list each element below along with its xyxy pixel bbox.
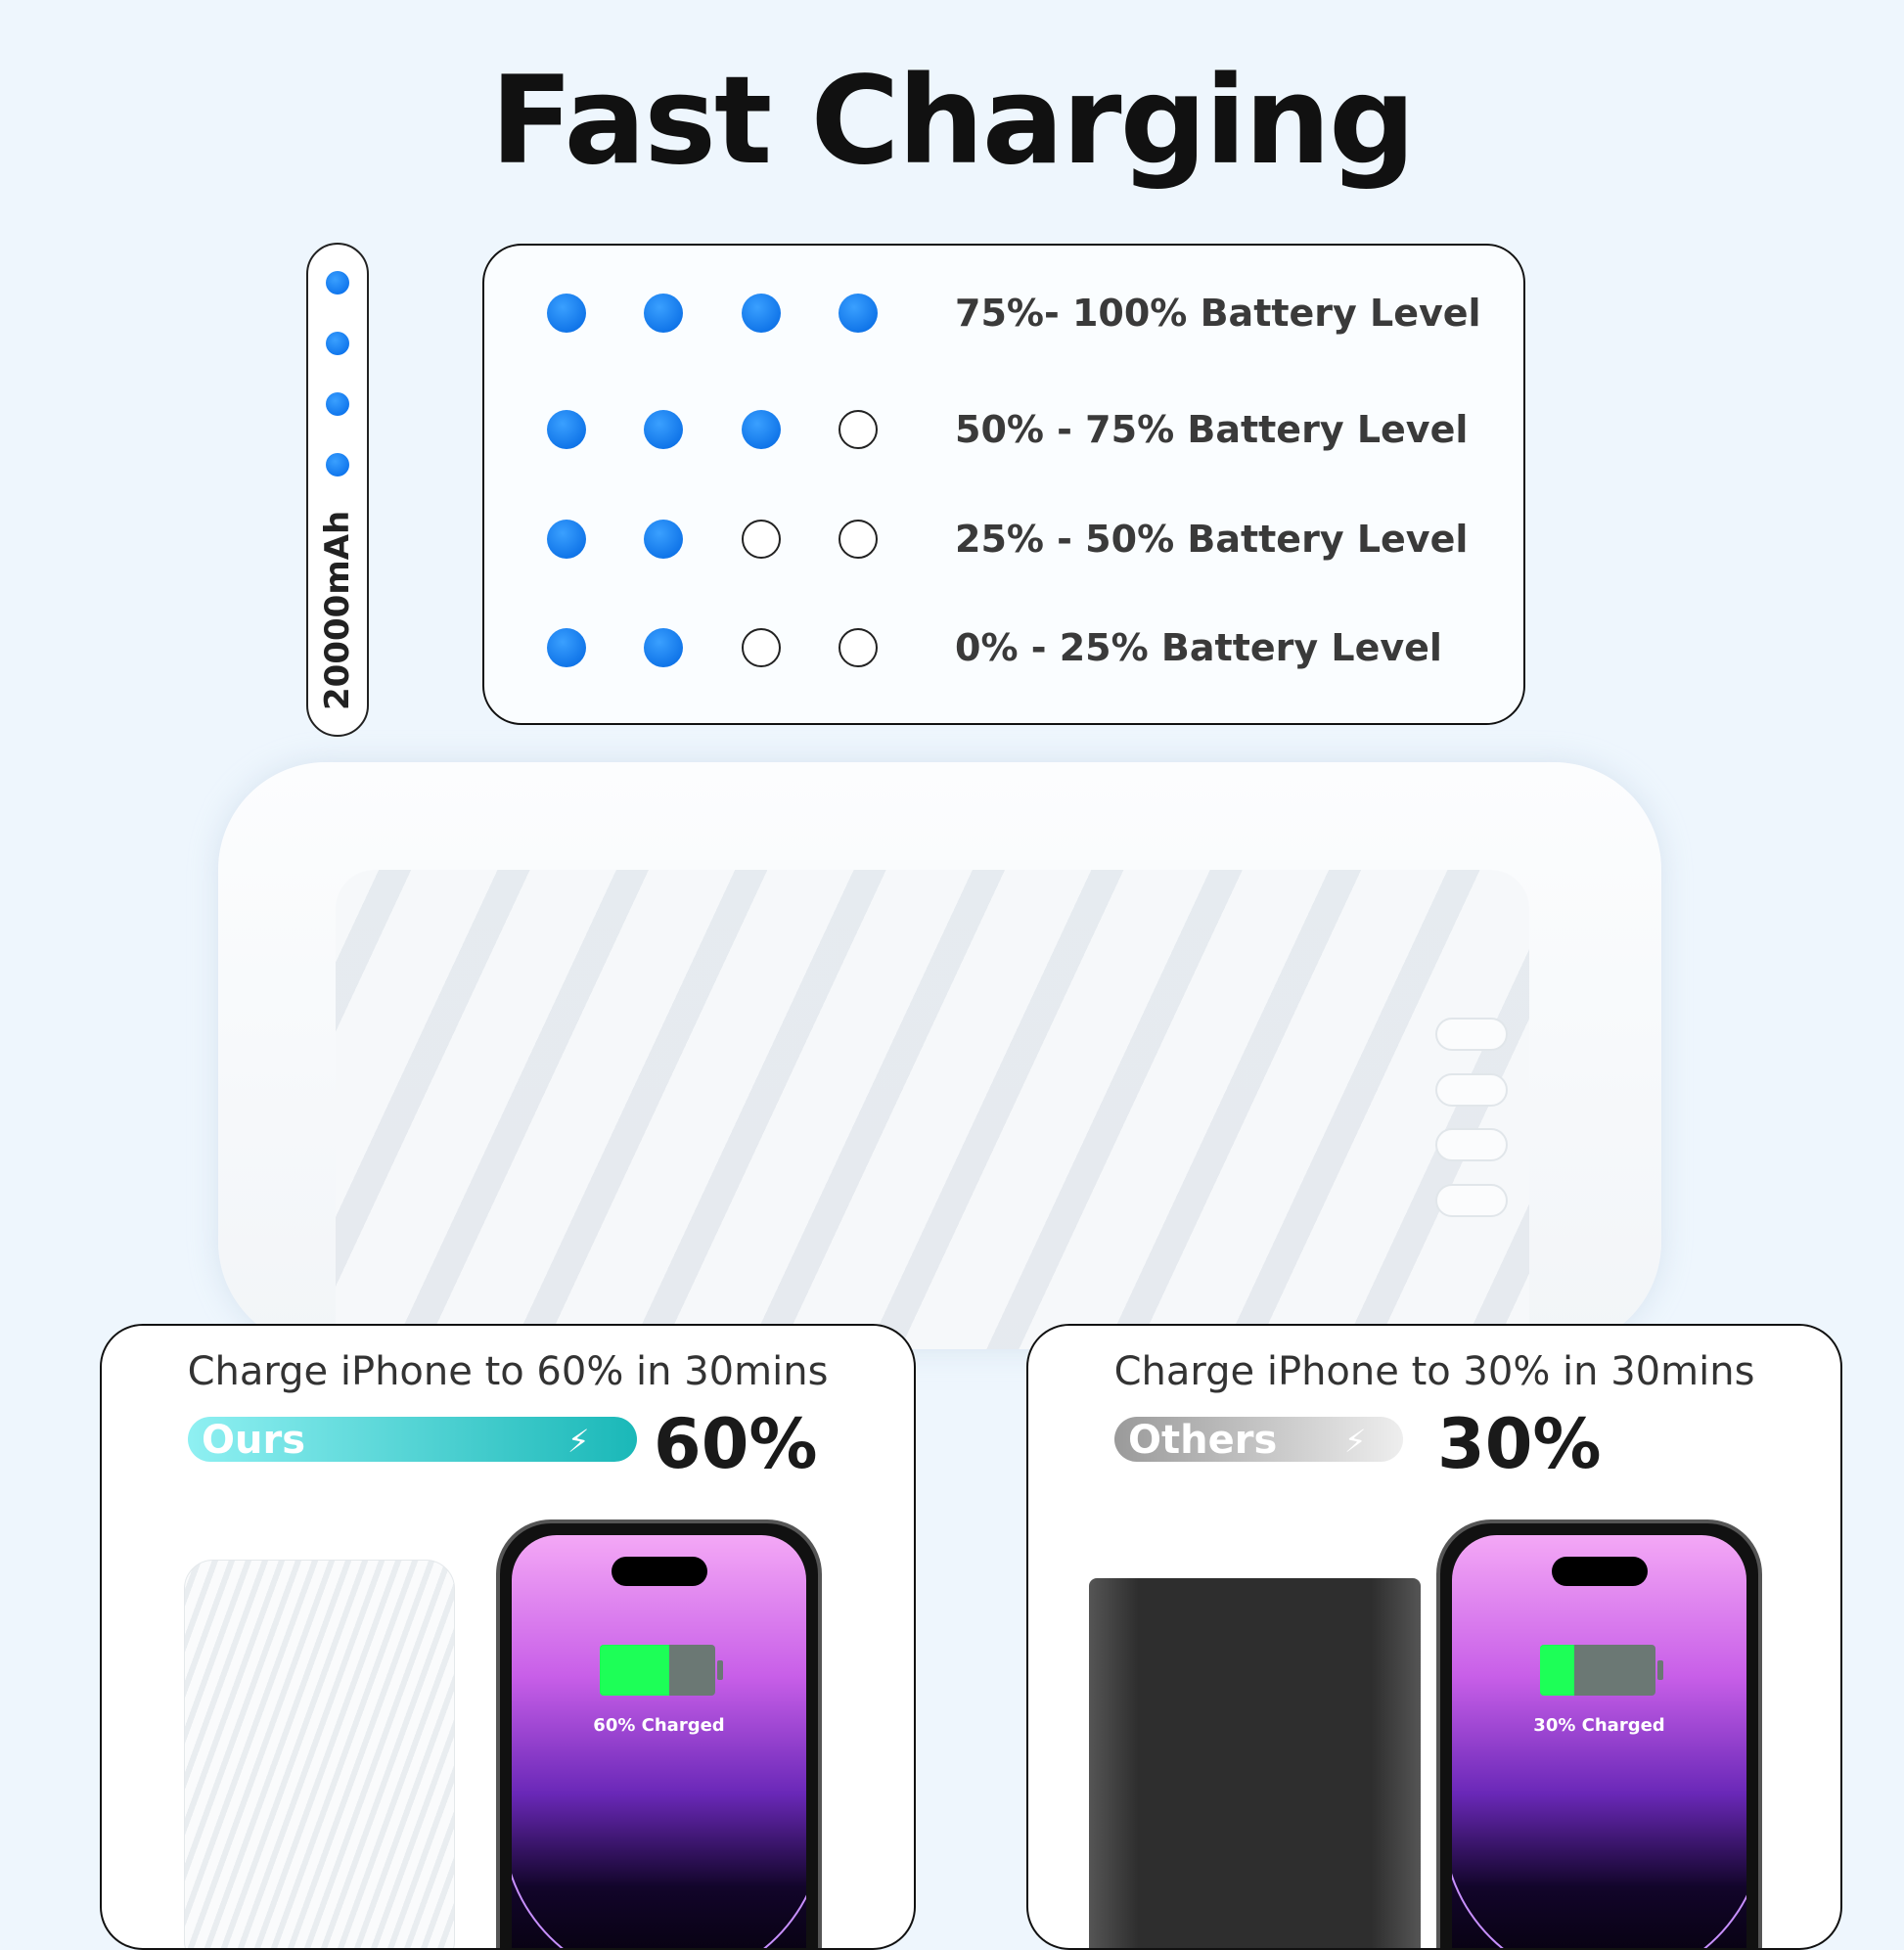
power-bank-image [218, 762, 1661, 1349]
charge-bar-others: Others ⚡ [1114, 1417, 1403, 1463]
empty-dot-icon [839, 628, 878, 667]
filled-dot-icon [547, 520, 586, 559]
led-slot [1435, 1128, 1508, 1161]
filled-dot-icon [644, 628, 683, 667]
filled-dot-icon [839, 294, 878, 333]
filled-dot-icon [742, 410, 781, 449]
empty-dot-icon [839, 520, 878, 559]
legend-label: 0% - 25% Battery Level [955, 626, 1442, 669]
legend-label: 75%- 100% Battery Level [955, 292, 1481, 335]
filled-dot-icon [644, 410, 683, 449]
card-title: Charge iPhone to 30% in 30mins [1113, 1349, 1755, 1394]
power-bank-ours-image [184, 1560, 455, 1948]
percent-value: 60% [654, 1404, 818, 1484]
phone-image: 30% Charged [1436, 1519, 1762, 1948]
led-dot-icon [326, 332, 349, 355]
page-title: Fast Charging [490, 51, 1416, 192]
bar-label: Ours [202, 1418, 306, 1463]
led-dot-icon [326, 392, 349, 416]
filled-dot-icon [547, 628, 586, 667]
filled-dot-icon [644, 520, 683, 559]
lightning-icon: ⚡ [567, 1423, 590, 1460]
led-dot-icon [326, 271, 349, 295]
card-title: Charge iPhone to 60% in 30mins [187, 1349, 829, 1394]
comparison-card-others: Charge iPhone to 30% in 30mins Others ⚡ … [1026, 1324, 1842, 1950]
empty-dot-icon [839, 410, 878, 449]
empty-dot-icon [742, 628, 781, 667]
led-slot [1435, 1073, 1508, 1107]
legend-label: 50% - 75% Battery Level [955, 408, 1469, 451]
filled-dot-icon [547, 294, 586, 333]
empty-dot-icon [742, 520, 781, 559]
legend-label: 25% - 50% Battery Level [955, 518, 1469, 561]
charge-bar-ours: Ours ⚡ [188, 1417, 637, 1463]
legend-row: 50% - 75% Battery Level [484, 405, 1523, 454]
led-slot [1435, 1018, 1508, 1051]
filled-dot-icon [547, 410, 586, 449]
capacity-label: 20000mAh [318, 510, 357, 711]
phone-charge-text: 60% Charged [593, 1715, 725, 1736]
percent-value: 30% [1437, 1404, 1602, 1484]
capacity-indicator: 20000mAh [306, 243, 369, 737]
bar-label: Others [1128, 1418, 1278, 1463]
comparison-card-ours: Charge iPhone to 60% in 30mins Ours ⚡ 60… [100, 1324, 916, 1950]
filled-dot-icon [742, 294, 781, 333]
led-slot [1435, 1184, 1508, 1217]
legend-row: 0% - 25% Battery Level [484, 623, 1523, 672]
power-bank-others-image [1089, 1578, 1421, 1948]
lightning-icon: ⚡ [1344, 1423, 1367, 1460]
led-dot-icon [326, 453, 349, 476]
legend-row: 75%- 100% Battery Level [484, 289, 1523, 338]
filled-dot-icon [644, 294, 683, 333]
phone-charge-text: 30% Charged [1533, 1715, 1665, 1736]
phone-image: 60% Charged [496, 1519, 822, 1948]
legend-row: 25% - 50% Battery Level [484, 515, 1523, 564]
battery-level-legend: 75%- 100% Battery Level 50% - 75% Battery… [482, 244, 1525, 725]
